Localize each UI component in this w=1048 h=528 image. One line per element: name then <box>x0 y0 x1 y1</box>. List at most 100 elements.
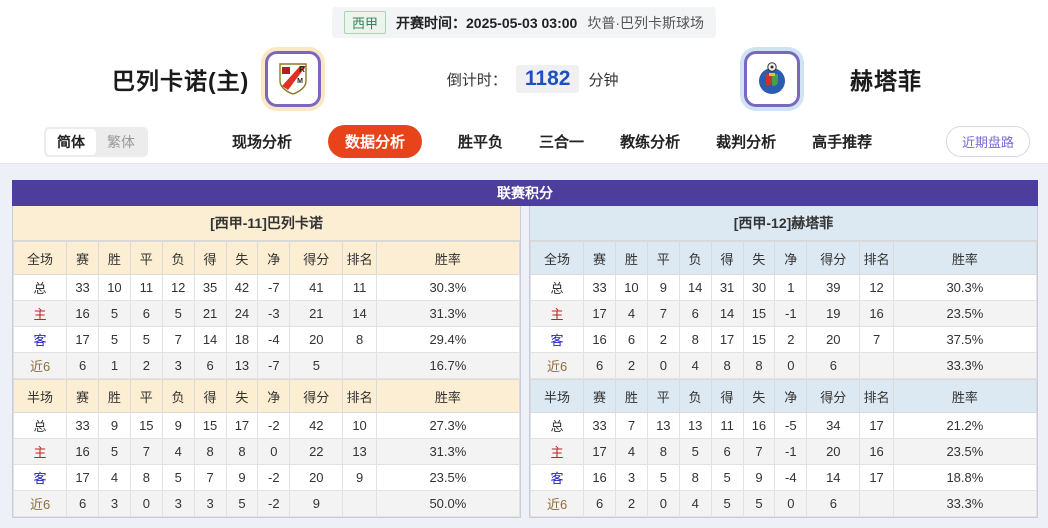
stat-cell: 21.2% <box>892 412 1038 439</box>
stat-cell <box>859 490 894 517</box>
stat-cell: 7 <box>742 438 776 465</box>
table-row: 近6 6 2 0 4 8 8 0 6 33.3% <box>529 352 1038 379</box>
table-row: 主 16 5 6 5 21 24 -3 21 14 31.3% <box>12 300 521 327</box>
tab-live-analysis[interactable]: 现场分析 <box>232 134 293 151</box>
stat-cell: 31 <box>710 274 744 301</box>
stat-cell: 11 <box>342 274 377 301</box>
stat-cell: 17 <box>859 464 894 491</box>
column-header: 失 <box>742 241 776 275</box>
stat-cell: 30 <box>742 274 776 301</box>
stat-cell: 7 <box>161 326 195 353</box>
stat-cell: -4 <box>774 464 808 491</box>
stat-cell: 6 <box>583 352 616 379</box>
stat-cell: 14 <box>678 274 712 301</box>
language-toggle[interactable]: 简体 繁体 <box>44 126 148 157</box>
getafe-crest-icon <box>744 51 800 107</box>
lang-traditional[interactable]: 繁体 <box>107 133 135 150</box>
stat-cell: 6 <box>806 490 861 517</box>
row-label: 近6 <box>12 352 68 379</box>
league-points-panel: 联赛积分 [西甲-11]巴列卡诺 全场赛胜平负得失净得分 排名 胜率总 33 10 11 1… <box>12 180 1038 518</box>
table-row: 主 17 4 8 5 6 7 -1 20 16 23.5% <box>529 438 1038 465</box>
column-header: 胜率 <box>892 379 1038 413</box>
recent-odds-button[interactable]: 近期盘路 <box>945 126 1030 157</box>
stat-cell: 37.5% <box>892 326 1038 353</box>
stat-cell: 31.3% <box>375 300 521 327</box>
table-row: 总 33 9 15 9 15 17 -2 42 10 27.3% <box>12 412 521 439</box>
column-header: 全场 <box>529 241 585 275</box>
stat-cell: 33.3% <box>892 352 1038 379</box>
countdown: 倒计时： 1182 分钟 <box>321 65 744 93</box>
stat-cell: 3 <box>161 490 195 517</box>
table-row: 主 16 5 7 4 8 8 0 22 13 31.3% <box>12 438 521 465</box>
stat-cell: 13 <box>646 412 680 439</box>
stat-cell: 8 <box>193 438 227 465</box>
column-header: 排名 <box>342 241 377 275</box>
stat-cell: 42 <box>289 412 344 439</box>
stat-cell: 20 <box>806 438 861 465</box>
stat-cell: 27.3% <box>375 412 521 439</box>
column-header: 净 <box>774 379 808 413</box>
stat-cell: 30.3% <box>375 274 521 301</box>
lang-simplified[interactable]: 简体 <box>46 128 96 155</box>
nav-bar: 简体 繁体 现场分析 数据分析 胜平负 三合一 教练分析 裁判分析 高手推荐 近期盘路 <box>0 120 1048 164</box>
stat-cell: 35 <box>193 274 227 301</box>
stat-cell: 9 <box>98 412 131 439</box>
stat-cell: 17 <box>859 412 894 439</box>
stat-cell: 7 <box>615 412 648 439</box>
stat-cell: 15 <box>193 412 227 439</box>
column-header: 负 <box>161 241 195 275</box>
stat-cell: 21 <box>193 300 227 327</box>
column-header: 平 <box>129 379 163 413</box>
home-team-name: 巴列卡诺(主) <box>112 68 250 94</box>
row-label: 主 <box>12 438 68 465</box>
stat-cell: 5 <box>289 352 344 379</box>
stat-cell: 33 <box>583 412 616 439</box>
stat-cell: 4 <box>678 490 712 517</box>
stat-cell: 6 <box>129 300 163 327</box>
tab-data-analysis[interactable]: 数据分析 <box>328 125 423 158</box>
column-header: 胜 <box>98 379 131 413</box>
stat-cell: 5 <box>710 464 744 491</box>
home-section-title: [西甲-11]巴列卡诺 <box>13 206 520 241</box>
stat-cell: 1 <box>98 352 131 379</box>
table-row: 总 33 10 11 12 35 42 -7 41 11 30.3% <box>12 274 521 301</box>
stat-cell: 7 <box>129 438 163 465</box>
venue-name: 坎普·巴列卡斯球场 <box>587 14 704 31</box>
stat-cell: 13 <box>225 352 259 379</box>
stat-cell: 6 <box>710 438 744 465</box>
stat-cell: 20 <box>806 326 861 353</box>
stat-cell <box>859 352 894 379</box>
row-label: 总 <box>529 412 585 439</box>
tab-referee-analysis[interactable]: 裁判分析 <box>716 134 777 151</box>
home-halftime-table: 半场赛胜平负得失净得分 排名 胜率总 33 9 15 9 15 17 -2 42 10 27.3% 主 16… <box>12 379 521 517</box>
tab-expert-picks[interactable]: 高手推荐 <box>812 134 873 151</box>
nav-tabs: 现场分析 数据分析 胜平负 三合一 教练分析 裁判分析 高手推荐 <box>232 125 872 158</box>
stat-cell: 5 <box>161 464 195 491</box>
tab-win-draw-loss[interactable]: 胜平负 <box>458 134 504 151</box>
column-header: 胜 <box>98 241 131 275</box>
stat-cell: 4 <box>678 352 712 379</box>
stat-cell: 6 <box>66 352 99 379</box>
column-header: 得 <box>193 241 227 275</box>
stat-cell: 7 <box>193 464 227 491</box>
stat-cell: -4 <box>257 326 291 353</box>
stat-cell: 2 <box>646 326 680 353</box>
stat-cell: 17 <box>66 464 99 491</box>
table-row: 近6 6 1 2 3 6 13 -7 5 16.7% <box>12 352 521 379</box>
table-row: 总 33 7 13 13 11 16 -5 34 17 21.2% <box>529 412 1038 439</box>
stat-cell: 16 <box>859 300 894 327</box>
stat-cell: 10 <box>342 412 377 439</box>
stat-cell: 41 <box>289 274 344 301</box>
stat-cell: 33 <box>66 274 99 301</box>
stat-cell: 5 <box>161 300 195 327</box>
stat-cell: 6 <box>678 300 712 327</box>
row-label: 总 <box>529 274 585 301</box>
team-row: 巴列卡诺(主) R M 倒计时： 1182 分钟 <box>0 38 1048 120</box>
row-label: 近6 <box>529 352 585 379</box>
row-label: 近6 <box>529 490 585 517</box>
column-header: 负 <box>161 379 195 413</box>
away-fulltime-table: 全场赛胜平负得失净得分 排名 胜率总 33 10 9 14 31 30 1 39 12 30.3% 主 17… <box>529 241 1038 379</box>
tab-three-in-one[interactable]: 三合一 <box>539 134 585 151</box>
column-header: 失 <box>742 379 776 413</box>
tab-coach-analysis[interactable]: 教练分析 <box>620 134 681 151</box>
